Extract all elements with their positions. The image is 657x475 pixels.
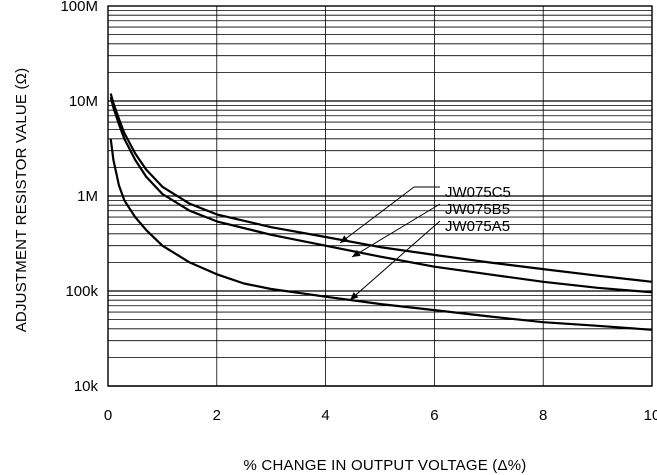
legend-arrowhead xyxy=(350,292,359,300)
series-line-jw075b5 xyxy=(109,96,653,294)
plot-frame xyxy=(107,5,653,387)
x-tick-label: 2 xyxy=(213,407,221,424)
legend-label-jw075a5: JW075A5 xyxy=(445,218,510,235)
y-tick-label: 100k xyxy=(65,283,98,300)
y-axis-ticks: 10k 100k 1M 10M 100M xyxy=(60,0,98,395)
legend-leader xyxy=(351,203,441,258)
x-axis-ticks: 0 2 4 6 8 10 xyxy=(104,407,657,424)
legend-leader xyxy=(339,186,415,244)
data-series xyxy=(109,93,653,331)
series-line-jw075a5 xyxy=(109,138,653,331)
legend-label-jw075c5: JW075C5 xyxy=(445,184,511,201)
x-tick-label: 10 xyxy=(644,407,657,424)
y-tick-label: 10M xyxy=(69,93,98,110)
y-tick-label: 1M xyxy=(77,188,98,205)
legend-label-jw075b5: JW075B5 xyxy=(445,201,510,218)
y-tick-label: 10k xyxy=(74,378,99,395)
x-tick-label: 6 xyxy=(430,407,438,424)
x-tick-label: 0 xyxy=(104,407,112,424)
x-axis-title: % CHANGE IN OUTPUT VOLTAGE (Δ%) xyxy=(244,457,527,474)
series-line-jw075c5 xyxy=(109,93,653,283)
y-tick-label: 100M xyxy=(60,0,98,15)
legend-leader xyxy=(349,220,441,301)
x-tick-label: 4 xyxy=(321,407,329,424)
x-tick-label: 8 xyxy=(539,407,547,424)
legend-arrowhead xyxy=(352,249,361,257)
grid-lines xyxy=(107,6,653,387)
y-axis-title: ADJUSTMENT RESISTOR VALUE (Ω) xyxy=(13,68,30,333)
legend-arrowhead xyxy=(340,235,349,243)
